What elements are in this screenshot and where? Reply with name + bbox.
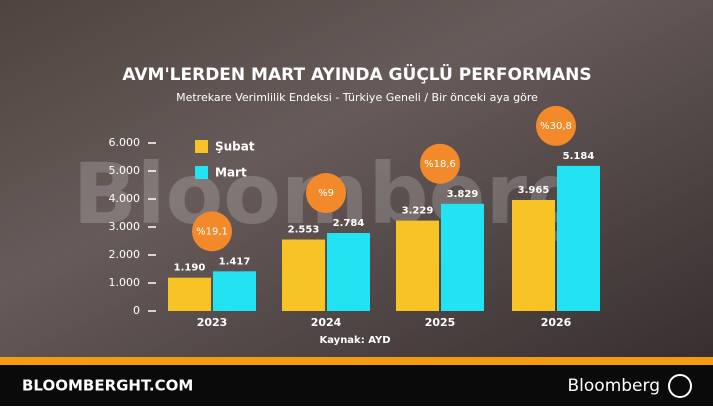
bar	[512, 200, 555, 311]
footer-brand: Bloomberg	[568, 376, 660, 396]
footer-strip	[0, 357, 713, 365]
bar	[168, 278, 211, 311]
x-tick-label: 2023	[197, 316, 228, 329]
y-tick-label: 2.000	[109, 248, 141, 261]
value-label: 1.417	[219, 256, 251, 267]
footer-site: BLOOMBERGHT.COM	[22, 377, 193, 395]
value-label: 3.229	[402, 206, 434, 217]
legend-swatch	[195, 166, 208, 179]
value-label: 2.553	[288, 225, 320, 236]
bar	[441, 204, 484, 311]
source: Kaynak: AYD	[319, 335, 390, 346]
y-tick-label: 0	[133, 304, 140, 317]
annotation: %18,6	[424, 159, 456, 170]
annotation: %9	[318, 188, 334, 199]
y-tick-label: 5.000	[109, 164, 141, 177]
value-label: 1.190	[174, 263, 206, 274]
legend-label: Şubat	[215, 140, 255, 154]
x-tick-label: 2026	[541, 316, 572, 329]
value-label: 5.184	[563, 151, 595, 162]
x-tick-label: 2024	[311, 316, 342, 329]
chart-title: AVM'LERDEN MART AYINDA GÜÇLÜ PERFORMANS	[122, 63, 591, 85]
y-tick-label: 4.000	[109, 192, 141, 205]
annotation: %19,1	[196, 226, 228, 237]
bar	[213, 271, 256, 311]
value-label: 2.784	[333, 218, 365, 229]
annotation: %30,8	[540, 121, 572, 132]
chart-subtitle: Metrekare Verimlilik Endeksi - Türkiye G…	[176, 91, 538, 104]
legend-label: Mart	[215, 166, 247, 180]
bar	[282, 240, 325, 311]
legend-swatch	[195, 140, 208, 153]
value-label: 3.829	[447, 189, 479, 200]
bar	[396, 221, 439, 311]
bar	[557, 166, 600, 311]
x-tick-label: 2025	[425, 316, 456, 329]
y-tick-label: 6.000	[109, 136, 141, 149]
y-tick-label: 1.000	[109, 276, 141, 289]
bar	[327, 233, 370, 311]
value-label: 3.965	[518, 185, 550, 196]
infographic: Bloomberg AVM'LERDEN MART AYINDA GÜÇLÜ P…	[0, 0, 713, 406]
y-tick-label: 3.000	[109, 220, 141, 233]
